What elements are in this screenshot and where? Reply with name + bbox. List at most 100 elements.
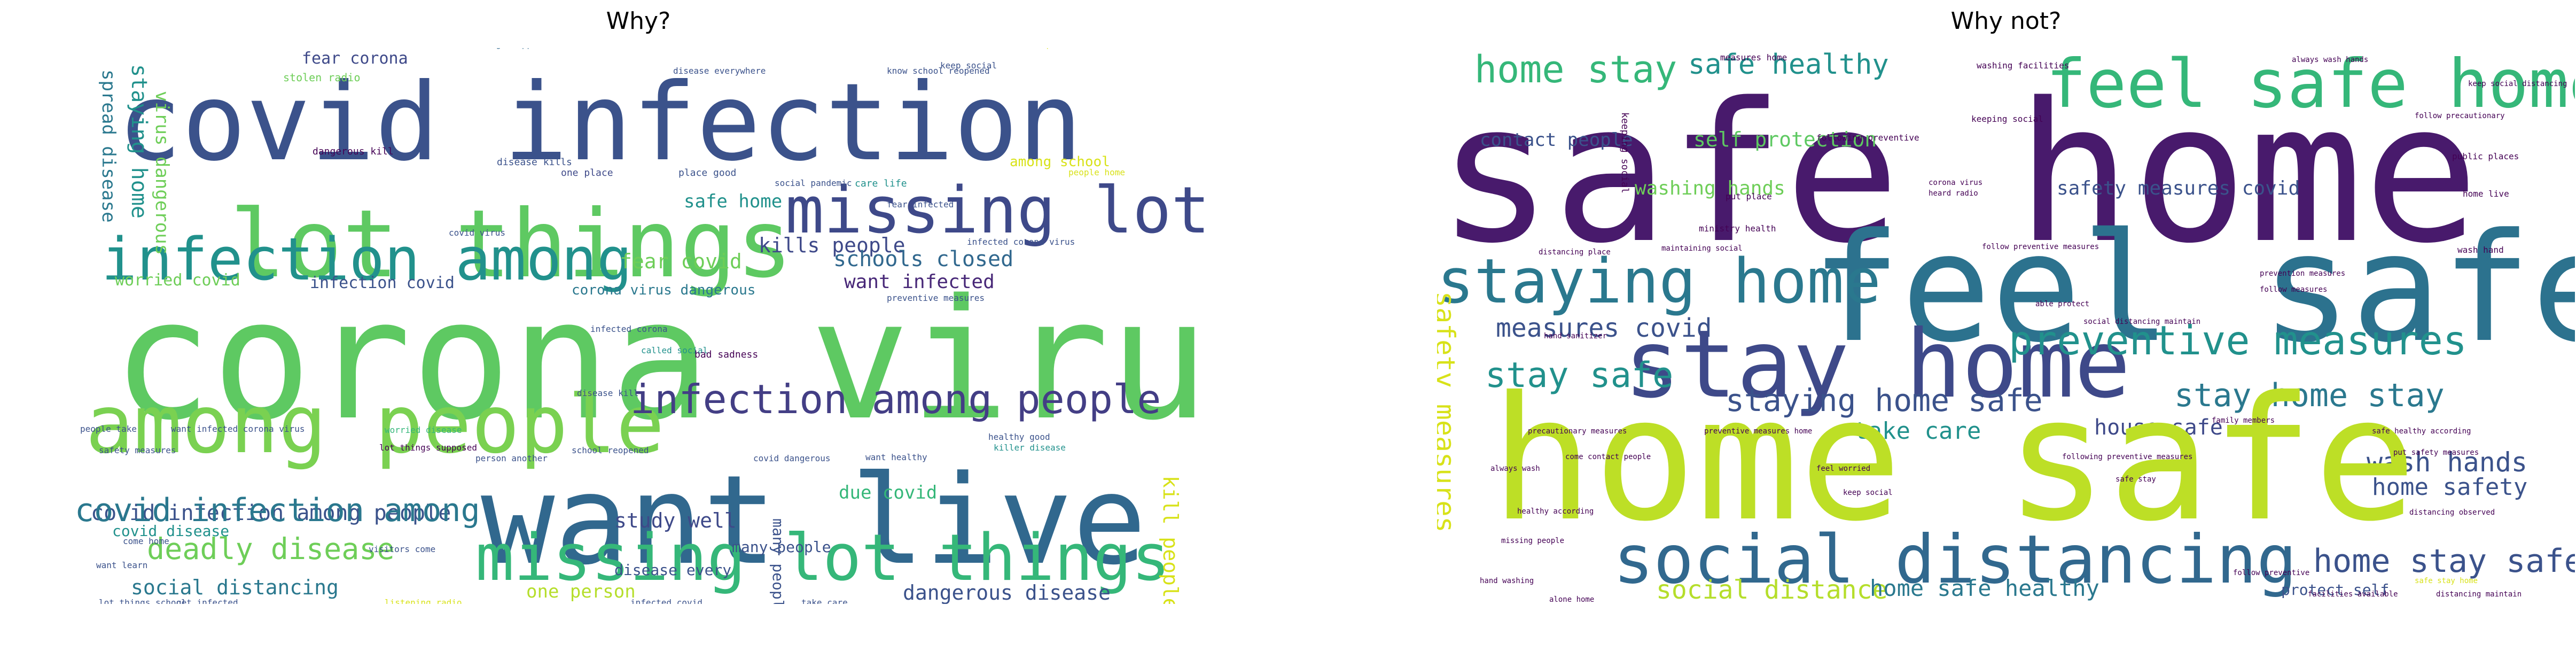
cloud-word: ministry health [1699, 223, 1776, 234]
cloud-word: covid dangerous [753, 453, 831, 463]
cloud-word: many people [769, 518, 787, 604]
why-panel-title: Why? [606, 7, 671, 35]
cloud-word: protect self [2281, 581, 2390, 599]
cloud-word: disease everywhere [673, 66, 766, 76]
cloud-word: deadly disease [147, 532, 395, 566]
cloud-word: want live [481, 449, 1147, 592]
cloud-word: disease kills [497, 157, 572, 168]
cloud-word: infected covid [630, 598, 702, 604]
cloud-word: dangerous kill [313, 146, 394, 157]
cloud-word: distancing place [1539, 248, 1611, 257]
cloud-word: home stay [1474, 48, 1677, 91]
why-not-panel-title: Why not? [1950, 7, 2062, 35]
cloud-word: stay safe [1485, 355, 1674, 395]
cloud-word: infected corona virus [967, 237, 1075, 247]
cloud-word: one person [526, 581, 636, 602]
cloud-word: lot things school [99, 598, 186, 604]
cloud-word: missing lot things [475, 521, 1170, 595]
cloud-word: measures covid [1496, 313, 1712, 343]
cloud-word: get infected [176, 598, 238, 604]
cloud-word: safe home [1437, 61, 2479, 285]
cloud-word: alone home [1549, 595, 1595, 604]
cloud-word: virus dangerous [151, 91, 173, 255]
cloud-word: covid infection among people [91, 501, 451, 525]
cloud-word: want healthy [865, 452, 927, 462]
cloud-word: disease kill [577, 388, 639, 398]
cloud-word: preventive measures [887, 293, 985, 303]
cloud-word: infection among people [630, 376, 1161, 423]
cloud-word: want infected corona virus [171, 424, 305, 434]
cloud-word: self protection [1693, 128, 1877, 151]
cloud-word: keep social distancing [2468, 80, 2567, 88]
cloud-word: missing people [1501, 537, 1565, 545]
cloud-word: school reopened [572, 445, 649, 455]
why-not-word-cloud: safe home feel safe home home stay safe hea… [1437, 48, 2575, 604]
why-word-cloud: covid infection lot things missing lot infe… [67, 48, 1210, 604]
cloud-word: wash hands [2367, 447, 2528, 478]
cloud-word: public places [2452, 151, 2519, 161]
cloud-word: distancing observed [2409, 508, 2495, 517]
cloud-word: home live [2463, 189, 2509, 199]
cloud-word: home safe healthy [1870, 575, 2099, 601]
cloud-word: among people [85, 378, 665, 471]
cloud-word: stolen radio [283, 71, 361, 84]
cloud-word: safety measures covid [2057, 177, 2300, 199]
cloud-word: lot things supposed [379, 443, 478, 453]
cloud-word: fear infected [887, 199, 954, 210]
cloud-word: killer disease [994, 443, 1066, 453]
cloud-word: always wash [1490, 464, 1540, 473]
cloud-word: home safety [2372, 474, 2528, 501]
cloud-word: keeping social [1971, 114, 2043, 124]
cloud-word: know school reopened [887, 66, 990, 76]
cloud-word: schools closed [833, 247, 1014, 272]
cloud-word: measures home [1720, 52, 1787, 63]
cloud-word: facilities available [2308, 590, 2398, 599]
cloud-word: feel worried [1816, 464, 1871, 473]
cloud-word: listening radio [385, 598, 462, 604]
cloud-word: precautionary measures [1528, 427, 1627, 436]
cloud-word: safety measures [1437, 291, 1461, 533]
cloud-word: put place [1726, 191, 1772, 201]
cloud-word: person another [475, 453, 548, 463]
cloud-word: able protect [2035, 300, 2090, 308]
cloud-word: kills people [759, 234, 905, 257]
cloud-word: hand washing [1480, 577, 1534, 585]
cloud-word: one place [561, 167, 613, 179]
cloud-word: feel safe home [2046, 48, 2575, 123]
cloud-word: social distancing [1613, 521, 2297, 599]
cloud-word: lot things [230, 190, 793, 299]
cloud-word: put safety measures [2393, 448, 2479, 457]
cloud-word: kill people [1159, 476, 1182, 604]
cloud-word: contact people [1480, 129, 1633, 151]
cloud-word: preventive measures [2009, 317, 2467, 364]
cloud-word: stay home [1624, 311, 2131, 419]
cloud-word: safe healthy [1688, 49, 1889, 81]
cloud-word: fear corona [302, 49, 408, 68]
cloud-word: due covid [839, 482, 938, 503]
cloud-word: visitors come [369, 544, 436, 554]
cloud-word: missing lot [785, 174, 1210, 248]
cloud-word: safe stay home [2415, 577, 2478, 585]
cloud-word: keep social [940, 60, 997, 71]
cloud-word: always wash hands [2292, 56, 2369, 64]
cloud-word: covid infection [118, 60, 1083, 185]
cloud-word: social distancing [131, 576, 339, 599]
cloud-word: care life [855, 178, 907, 189]
cloud-word: staying home [127, 64, 151, 219]
cloud-word: infection among [102, 225, 633, 293]
cloud-word: covid infection among [75, 492, 480, 529]
cloud-word: following preventive measures [2062, 453, 2193, 461]
cloud-word: safety measures [99, 445, 176, 455]
cloud-word: want learn [96, 560, 148, 570]
cloud-word: hand sanitizer [1544, 332, 1607, 340]
cloud-word: social distance [1656, 575, 1888, 604]
cloud-word: following preventive [1816, 133, 1919, 143]
cloud-word: maintaining social [1661, 244, 1743, 253]
cloud-word: staying home safe [1726, 382, 2043, 418]
cloud-word: wash hand [2457, 245, 2504, 255]
cloud-word: place good [678, 167, 737, 179]
cloud-word: home safe [1490, 360, 2417, 559]
cloud-word: worried disease [385, 425, 462, 435]
cloud-word: one person another [1026, 48, 1118, 49]
cloud-word: social pandemic [775, 178, 852, 188]
